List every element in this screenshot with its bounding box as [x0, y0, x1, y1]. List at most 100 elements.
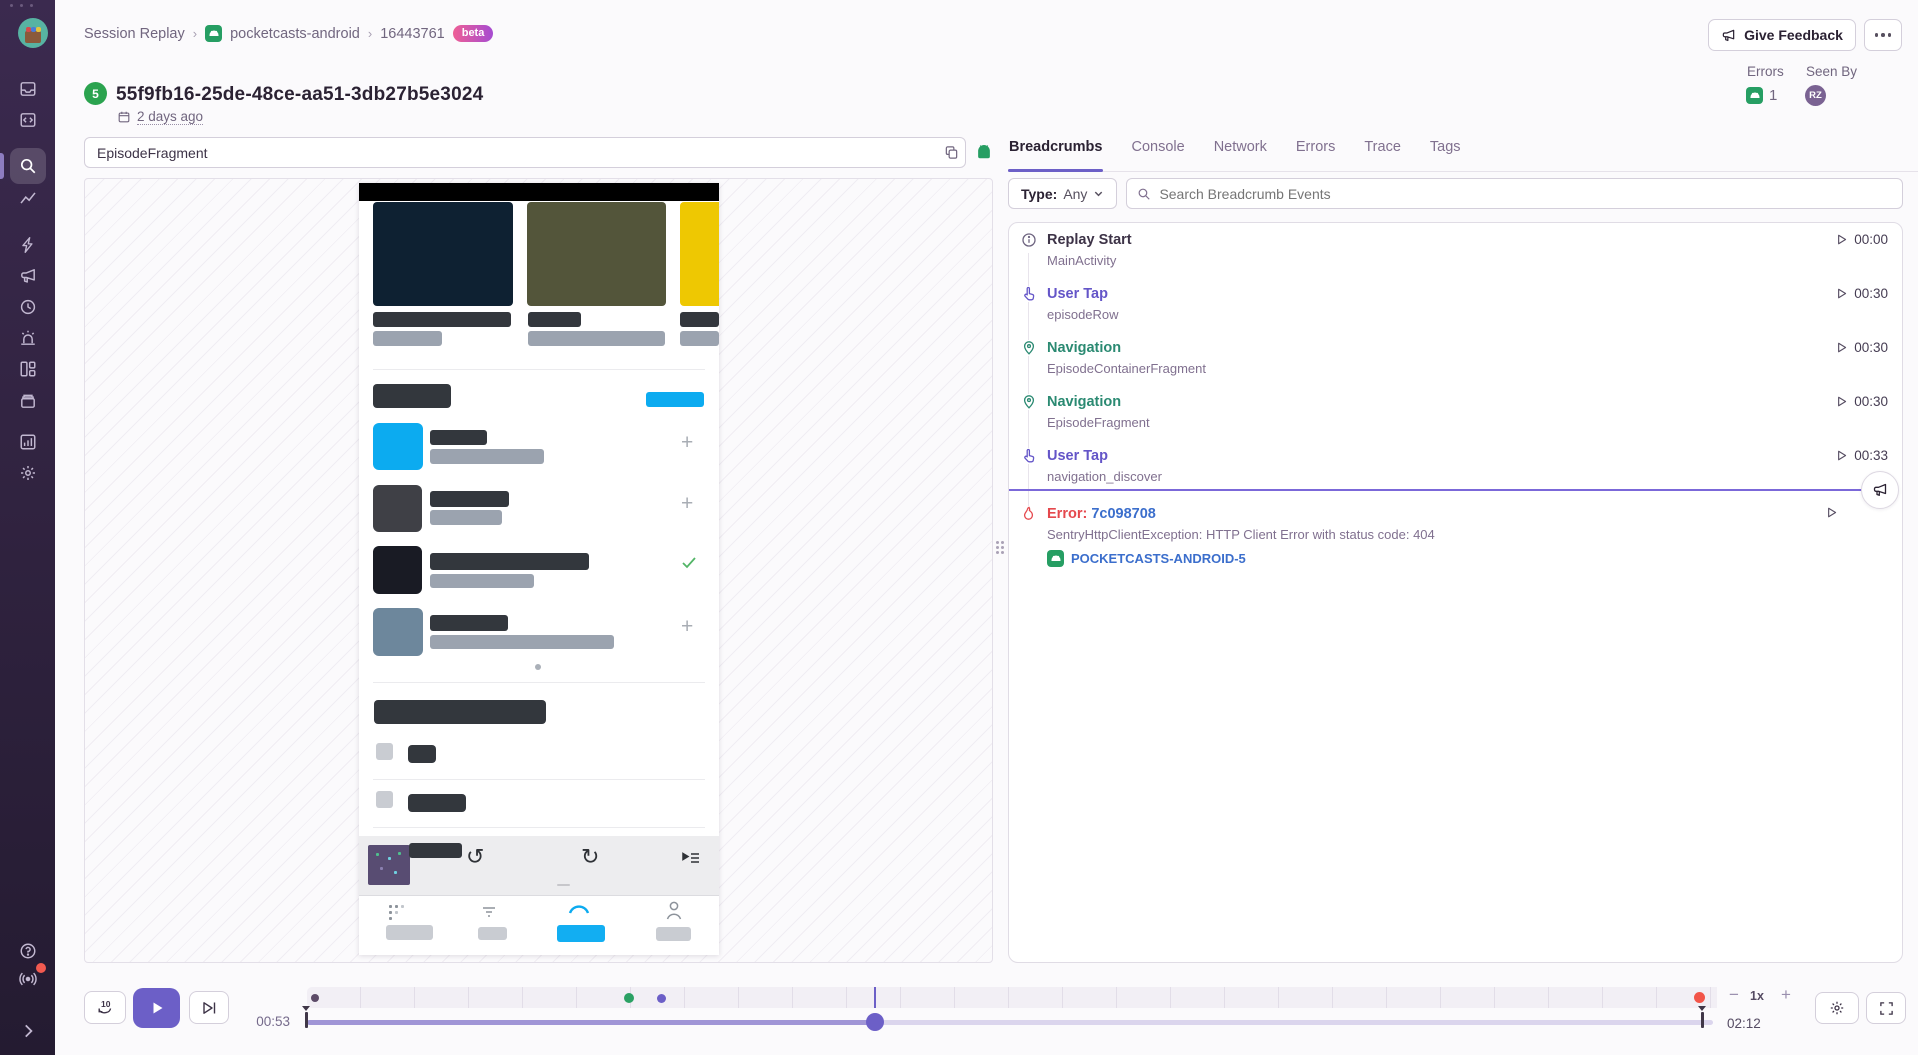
feedback-bubble-button[interactable] [1861, 471, 1899, 509]
active-nav-highlight [10, 148, 46, 184]
skeleton-heading [374, 700, 546, 724]
copy-icon[interactable] [937, 139, 965, 167]
svg-text:10: 10 [101, 999, 111, 1009]
tab-network[interactable]: Network [1213, 139, 1267, 155]
give-feedback-button[interactable]: Give Feedback [1708, 19, 1856, 51]
breadcrumb-row-user-tap[interactable]: User Tap episodeRow 00:30 [1009, 277, 1902, 331]
zoom-out-button[interactable]: − [1729, 985, 1739, 1004]
breadcrumb-title: User Tap [1047, 448, 1108, 464]
breadcrumb-description: MainActivity [1047, 253, 1117, 268]
scrubber-thumb[interactable] [866, 1013, 884, 1031]
tab-tags[interactable]: Tags [1429, 139, 1461, 155]
zoom-range-start-marker[interactable] [302, 1006, 310, 1028]
overflow-menu-button[interactable] [1864, 19, 1902, 51]
breadcrumb-row-error[interactable]: Error: 7c098708 SentryHttpClientExceptio… [1009, 493, 1902, 567]
zoom-in-button[interactable]: + [1781, 985, 1791, 1004]
playback-speed[interactable]: 1x [1750, 989, 1764, 1003]
android-project-icon [1047, 550, 1064, 567]
insights-icon[interactable] [19, 189, 37, 207]
replay-meta: 2 days ago [117, 109, 204, 125]
skeleton-chip [408, 745, 436, 763]
skip-to-end-button[interactable] [189, 991, 229, 1024]
location-pin-icon [1021, 394, 1037, 410]
user-tap-icon [1021, 448, 1037, 464]
breadcrumb-row-user-tap[interactable]: User Tap navigation_discover 00:33 [1009, 439, 1902, 493]
skeleton-artwork [373, 423, 423, 470]
tab-label-skeleton [478, 927, 507, 940]
breadcrumb-timestamp[interactable]: 00:00 [1835, 232, 1888, 247]
chevron-right-icon: › [367, 26, 373, 41]
panel-resize-handle[interactable] [996, 541, 1006, 559]
skeleton-text [430, 553, 589, 570]
play-from-here-icon [1835, 341, 1848, 354]
projects-icon[interactable] [19, 111, 37, 129]
project-link[interactable]: POCKETCASTS-ANDROID-5 [1047, 550, 1825, 567]
drag-pill [557, 884, 570, 886]
releases-icon[interactable] [19, 392, 37, 410]
help-icon[interactable] [19, 942, 37, 960]
breadcrumb-project[interactable]: pocketcasts-android [230, 25, 360, 42]
quick-start-icon[interactable] [19, 236, 37, 254]
fullscreen-button[interactable] [1866, 992, 1906, 1024]
breadcrumb-timestamp[interactable]: 00:30 [1835, 340, 1888, 355]
whats-new-icon[interactable] [19, 970, 37, 988]
minimap-error-dot [1694, 992, 1705, 1003]
type-filter-dropdown[interactable]: Type: Any [1008, 178, 1118, 209]
skeleton-text [430, 574, 534, 588]
tab-label-skeleton [386, 925, 433, 940]
breadcrumb-search-input[interactable] [1159, 185, 1892, 202]
feedback-icon[interactable] [19, 267, 37, 285]
seen-by-avatar[interactable]: RZ [1805, 85, 1826, 106]
active-nav-indicator [0, 153, 4, 179]
timeline-scrubber[interactable] [307, 1013, 1713, 1031]
breadcrumb-filters: Type: Any [1008, 178, 1903, 209]
skeleton-artwork [373, 485, 422, 532]
collapse-icon[interactable] [19, 1022, 37, 1040]
error-id-link[interactable]: 7c098708 [1091, 506, 1156, 522]
tab-breadcrumbs[interactable]: Breadcrumbs [1008, 133, 1104, 172]
dashboards-icon[interactable] [19, 360, 37, 378]
skeleton-card [373, 202, 513, 306]
play-from-here-icon [1835, 449, 1848, 462]
timeline-minimap[interactable] [307, 987, 1717, 1008]
filter-tab-icon [481, 905, 497, 924]
session-history-icon[interactable] [19, 298, 37, 316]
breadcrumb-timestamp[interactable] [1825, 506, 1838, 519]
skeleton-text [430, 615, 508, 631]
dom-search-field [84, 137, 966, 168]
issues-icon[interactable] [19, 80, 37, 98]
tab-console[interactable]: Console [1131, 139, 1185, 155]
settings-icon[interactable] [19, 464, 37, 482]
page-indicator-dot [535, 664, 541, 670]
alerts-icon[interactable] [19, 329, 37, 347]
breadcrumb-section[interactable]: Session Replay [84, 25, 185, 42]
divider [373, 369, 705, 370]
skeleton-text [409, 843, 462, 858]
breadcrumb-timestamp[interactable]: 00:33 [1835, 448, 1888, 463]
skeleton-artwork [373, 546, 422, 594]
tab-trace[interactable]: Trace [1364, 139, 1401, 155]
breadcrumb-row-replay-start[interactable]: Replay Start MainActivity 00:00 [1009, 223, 1902, 277]
errors-count[interactable]: 1 [1746, 87, 1777, 104]
player-settings-button[interactable] [1815, 992, 1859, 1024]
dom-search-input[interactable] [85, 144, 937, 161]
plus-icon: + [681, 615, 694, 638]
tab-errors[interactable]: Errors [1295, 139, 1336, 155]
search-icon [1139, 188, 1151, 200]
breadcrumb-timestamp[interactable]: 00:30 [1835, 394, 1888, 409]
replay-age[interactable]: 2 days ago [137, 109, 204, 125]
rewind-10-button[interactable]: 10 [84, 991, 126, 1024]
play-button[interactable] [133, 988, 180, 1028]
replay-canvas[interactable]: + + + [359, 183, 719, 955]
zoom-range-end-marker[interactable] [1698, 1006, 1706, 1028]
breadcrumb-row-navigation[interactable]: Navigation EpisodeContainerFragment 00:3… [1009, 331, 1902, 385]
breadcrumb-row-navigation[interactable]: Navigation EpisodeFragment 00:30 [1009, 385, 1902, 439]
breadcrumb-timestamp[interactable]: 00:30 [1835, 286, 1888, 301]
stats-icon[interactable] [19, 433, 37, 451]
breadcrumb-title: Navigation [1047, 340, 1122, 356]
org-avatar[interactable] [18, 18, 48, 48]
check-icon [679, 552, 699, 577]
explore-search-icon[interactable] [19, 157, 37, 175]
breadcrumb-item[interactable]: 16443761 [380, 25, 445, 42]
